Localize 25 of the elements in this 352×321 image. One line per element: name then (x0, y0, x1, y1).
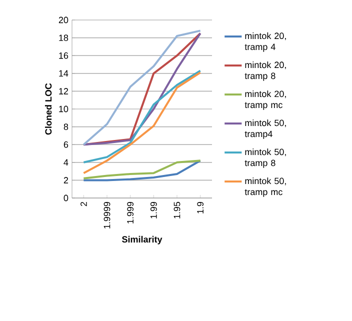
x-axis-title: Similarity (122, 236, 162, 244)
legend-label: mintok 20, tramp 4 (244, 32, 286, 52)
y-tick-label: 2 (64, 177, 68, 184)
legend-label: mintok 50, tramp4 (244, 119, 286, 139)
y-tick-label: 6 (64, 141, 68, 148)
y-tick-label: 10 (59, 106, 68, 112)
y-tick-label: 20 (58, 16, 68, 24)
y-tick-label: 0 (64, 194, 68, 202)
y-tick-label: 4 (64, 159, 68, 166)
x-tick-label: 1.99 (150, 202, 157, 218)
legend-label: mintok 50, tramp 8 (244, 148, 286, 168)
y-tick-label: 16 (59, 52, 68, 59)
x-tick-label: 1.9999 (104, 202, 110, 228)
x-tick-label: 1.95 (174, 202, 180, 218)
legend-label: mintok 50, tramp mc (244, 178, 286, 197)
y-tick-label: 12 (59, 88, 68, 94)
y-tick-label: 8 (64, 124, 68, 130)
x-tick-label: 2 (80, 202, 87, 206)
y-tick-label: 14 (59, 70, 68, 76)
y-axis-title: Cloned LOC (44, 83, 52, 135)
x-tick-label: 1.9 (197, 202, 204, 214)
legend-label: mintok 20, tramp 8 (244, 61, 286, 81)
legend-label: mintok 20, tramp mc (244, 90, 286, 110)
y-tick-label: 18 (59, 34, 68, 41)
x-tick-label: 1.999 (127, 202, 134, 224)
